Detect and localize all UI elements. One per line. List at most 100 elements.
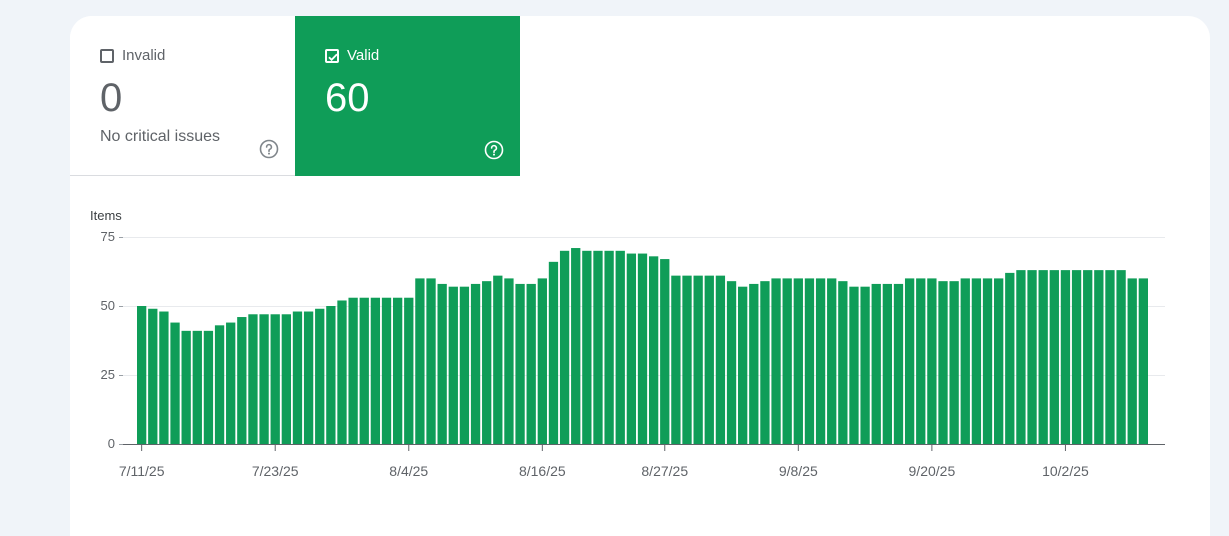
bar[interactable] — [726, 281, 737, 444]
bar[interactable] — [148, 308, 158, 444]
bar[interactable] — [370, 297, 381, 444]
bar[interactable] — [192, 330, 202, 444]
valid-tile[interactable]: Valid 60 — [295, 16, 520, 176]
bar[interactable] — [1060, 270, 1071, 444]
bar[interactable] — [292, 311, 303, 444]
bar[interactable] — [437, 283, 447, 444]
bar[interactable] — [548, 261, 559, 444]
valid-checkbox[interactable] — [325, 48, 339, 63]
bar[interactable] — [259, 314, 269, 444]
bar[interactable] — [882, 283, 893, 444]
bar[interactable] — [949, 281, 959, 444]
invalid-checkbox[interactable] — [100, 48, 114, 63]
bar[interactable] — [404, 297, 414, 444]
bar[interactable] — [916, 278, 926, 444]
bar[interactable] — [1071, 270, 1082, 444]
bar[interactable] — [1027, 270, 1037, 444]
bar[interactable] — [1116, 270, 1126, 444]
bar[interactable] — [470, 283, 481, 444]
bar[interactable] — [571, 248, 581, 444]
bar[interactable] — [738, 286, 748, 444]
bar[interactable] — [504, 278, 514, 444]
bar[interactable] — [415, 278, 425, 444]
bar[interactable] — [1138, 278, 1148, 444]
bar[interactable] — [170, 322, 180, 444]
bar[interactable] — [281, 314, 291, 444]
bar[interactable] — [838, 281, 848, 444]
bar[interactable] — [893, 283, 904, 444]
bar[interactable] — [392, 297, 403, 444]
bar[interactable] — [359, 297, 369, 444]
bar[interactable] — [715, 275, 726, 444]
bar[interactable] — [971, 278, 982, 444]
help-icon[interactable] — [484, 140, 504, 160]
bar[interactable] — [1049, 270, 1059, 444]
bar[interactable] — [749, 283, 759, 444]
bar[interactable] — [860, 286, 870, 444]
bar[interactable] — [582, 250, 592, 444]
bar[interactable] — [904, 278, 915, 444]
bar[interactable] — [827, 278, 837, 444]
bar[interactable] — [137, 306, 147, 444]
bar[interactable] — [1105, 270, 1115, 444]
bar[interactable] — [682, 275, 692, 444]
bar[interactable] — [326, 306, 336, 444]
bar[interactable] — [693, 275, 703, 444]
bar[interactable] — [994, 278, 1004, 444]
bar[interactable] — [1016, 270, 1026, 444]
bar[interactable] — [760, 281, 770, 444]
x-tick-label: 8/16/25 — [519, 463, 566, 479]
valid-label: Valid — [347, 47, 380, 64]
bar[interactable] — [426, 278, 436, 444]
bar[interactable] — [348, 297, 358, 444]
bar[interactable] — [671, 275, 681, 444]
bar[interactable] — [1038, 270, 1048, 444]
bar[interactable] — [593, 250, 603, 444]
bar[interactable] — [537, 278, 547, 444]
bar[interactable] — [559, 250, 570, 444]
bar[interactable] — [782, 278, 792, 444]
x-tick-label: 8/27/25 — [641, 463, 688, 479]
bar[interactable] — [159, 311, 169, 444]
bar[interactable] — [448, 286, 458, 444]
bar[interactable] — [927, 278, 937, 444]
bar[interactable] — [181, 330, 191, 444]
bar[interactable] — [315, 308, 325, 444]
bar[interactable] — [982, 278, 993, 444]
bar[interactable] — [604, 250, 614, 444]
bar[interactable] — [1094, 270, 1104, 444]
bar[interactable] — [660, 259, 670, 444]
bar[interactable] — [482, 281, 492, 444]
bar[interactable] — [871, 283, 881, 444]
bar[interactable] — [203, 330, 214, 444]
bar[interactable] — [771, 278, 781, 444]
bar[interactable] — [704, 275, 714, 444]
invalid-tile[interactable]: Invalid 0 No critical issues — [70, 16, 295, 176]
bar[interactable] — [303, 311, 314, 444]
bar[interactable] — [226, 322, 236, 444]
bar[interactable] — [815, 278, 826, 444]
bar[interactable] — [849, 286, 859, 444]
bar[interactable] — [804, 278, 815, 444]
bar[interactable] — [459, 286, 470, 444]
bar[interactable] — [626, 253, 637, 444]
bar[interactable] — [938, 281, 948, 444]
bar[interactable] — [1005, 272, 1015, 444]
bar[interactable] — [648, 256, 659, 444]
help-icon[interactable] — [259, 139, 279, 159]
bar[interactable] — [337, 300, 347, 444]
bar[interactable] — [1083, 270, 1093, 444]
bar[interactable] — [515, 283, 525, 444]
bar[interactable] — [960, 278, 970, 444]
bar[interactable] — [493, 275, 503, 444]
bar[interactable] — [1127, 278, 1137, 444]
bar[interactable] — [793, 278, 803, 444]
bar[interactable] — [214, 325, 225, 444]
bar[interactable] — [270, 314, 280, 444]
bar[interactable] — [248, 314, 258, 444]
bar[interactable] — [526, 283, 536, 444]
bar[interactable] — [381, 297, 392, 444]
bar[interactable] — [237, 317, 247, 444]
bar[interactable] — [615, 250, 625, 444]
bar[interactable] — [637, 253, 648, 444]
